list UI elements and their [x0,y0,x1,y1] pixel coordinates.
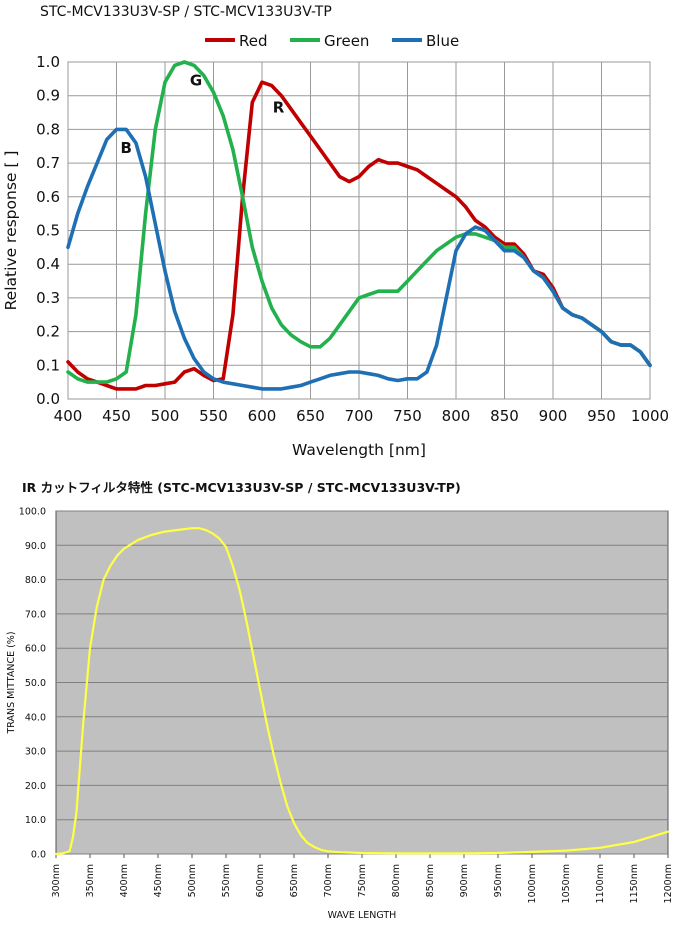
series-line-red [66,80,652,391]
y-axis-label: Relative response [ ] [2,151,20,311]
x-tick-label: 400nm [119,864,130,897]
y-tick-label: 0.1 [36,356,60,374]
x-tick-label: 400 [54,407,83,425]
x-tick-label: 850nm [425,864,436,897]
legend-label-red: Red [239,32,268,50]
x-tick-label: 1050nm [561,864,572,903]
y-tick-label: 20.0 [25,781,46,792]
x-tick-label: 300nm [51,864,62,897]
y-tick-label: 0.5 [36,222,60,240]
y-tick-label: 60.0 [25,644,46,655]
x-axis-label: WAVE LENGTH [328,910,397,921]
x-tick-label: 350nm [85,864,96,897]
y-tick-label: 0.0 [36,390,60,408]
x-tick-label: 600nm [255,864,266,897]
y-tick-label: 0.7 [36,154,60,172]
y-tick-label: 0.3 [36,289,60,307]
legend-label-green: Green [324,32,369,50]
x-tick-label: 550 [199,407,228,425]
y-tick-label: 30.0 [25,747,46,758]
x-tick-label: 1150nm [629,864,640,903]
x-tick-label: 800 [442,407,471,425]
y-tick-label: 1.0 [36,53,60,71]
y-tick-label: 90.0 [25,541,46,552]
x-tick-label: 1200nm [663,864,674,903]
x-tick-label: 800nm [391,864,402,897]
x-tick-label: 1000 [631,407,669,425]
y-tick-label: 0.6 [36,188,60,206]
y-tick-label: 0.4 [36,255,60,273]
x-tick-label: 900nm [459,864,470,897]
y-axis-label: TRANS MITTANCE (%) [6,631,17,734]
x-tick-label: 450nm [153,864,164,897]
x-tick-label: 950 [587,407,616,425]
spectral-response-chart: 400 450 500 550 600 650 700 750 800 850 900 950 1000… [2,32,669,459]
y-tick-label: 40.0 [25,712,46,723]
x-tick-label: 700 [345,407,374,425]
x-tick-label: 1000nm [527,864,538,903]
annotation-b: B [120,139,131,157]
x-tick-label: 1100nm [595,864,606,903]
x-tick-label: 500nm [187,864,198,897]
x-tick-label: 900 [539,407,568,425]
y-tick-label: 70.0 [25,609,46,620]
y-tick-label: 100.0 [19,507,46,518]
y-tick-label: 0.0 [31,850,46,861]
y-tick-label: 50.0 [25,678,46,689]
chart-1-title: STC-MCV133U3V-SP / STC-MCV133U3V-TP [40,4,332,20]
y-tick-label: 0.8 [36,120,60,138]
y-tick-label: 0.2 [36,323,60,341]
transmittance-line [54,527,670,856]
x-tick-label: 550nm [221,864,232,897]
annotation-r: R [273,99,285,117]
x-tick-label: 450 [102,407,131,425]
x-tick-label: 750nm [357,864,368,897]
annotation-g: G [190,72,202,90]
legend-label-blue: Blue [426,32,459,50]
y-tick-label: 10.0 [25,815,46,826]
x-tick-label: 850 [490,407,519,425]
x-tick-label: 650nm [289,864,300,897]
x-tick-label: 650 [296,407,325,425]
x-tick-label: 700nm [323,864,334,897]
x-axis-label: Wavelength [nm] [292,441,426,459]
x-tick-label: 500 [151,407,180,425]
series-line-blue [66,127,652,391]
y-tick-label: 80.0 [25,575,46,586]
chart-2-title: IR カットフィルタ特性 (STC-MCV133U3V-SP / STC-MCV… [22,480,461,495]
y-tick-label: 0.9 [36,87,60,105]
x-tick-label: 950nm [493,864,504,897]
x-tick-label: 750 [393,407,422,425]
x-tick-label: 600 [248,407,277,425]
